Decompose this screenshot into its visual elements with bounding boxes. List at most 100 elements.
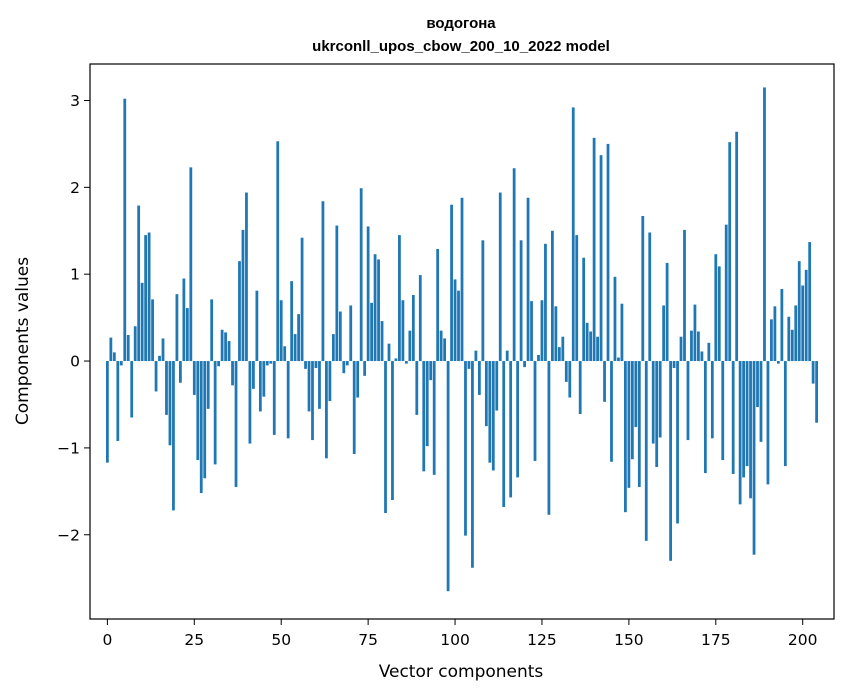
bar (335, 225, 339, 362)
bar (227, 341, 231, 362)
bar (700, 351, 704, 362)
bar (624, 361, 627, 513)
bar (630, 361, 634, 460)
bar (488, 361, 492, 463)
bar (401, 300, 405, 362)
y-tick-label: 0 (70, 353, 80, 371)
bar (606, 143, 610, 362)
bar (801, 285, 805, 362)
bar (196, 361, 200, 461)
bar (575, 235, 579, 362)
chart-title: водогона (426, 15, 496, 32)
bar (745, 361, 749, 467)
bar (283, 346, 287, 362)
x-tick-label: 175 (701, 631, 731, 649)
bar (366, 226, 370, 362)
bar (356, 361, 360, 398)
bar (130, 361, 134, 418)
bar (206, 361, 210, 409)
bar (262, 361, 266, 397)
bar (620, 303, 624, 362)
bar (311, 361, 314, 441)
bar (144, 235, 148, 362)
bar (658, 361, 662, 438)
bar (498, 192, 502, 362)
bar (112, 352, 116, 362)
bar (815, 361, 819, 423)
bar (797, 261, 801, 362)
bar (213, 361, 217, 465)
bar (203, 361, 207, 479)
bar (551, 230, 554, 362)
bar (453, 279, 457, 362)
bar (199, 361, 203, 494)
bar (547, 361, 551, 515)
bar (502, 361, 506, 507)
x-tick-label: 150 (614, 631, 644, 649)
bar (776, 361, 780, 364)
bar (411, 295, 415, 362)
bar (481, 240, 485, 362)
bar (137, 205, 141, 362)
bar (182, 278, 186, 362)
bar (450, 204, 453, 362)
bar (331, 334, 335, 362)
bar (464, 361, 467, 536)
bar (425, 361, 429, 447)
bar (662, 305, 666, 362)
bar (512, 168, 516, 362)
bar (359, 188, 363, 362)
bar (245, 192, 248, 362)
bar (158, 355, 161, 362)
bar (707, 342, 711, 362)
bar (140, 282, 144, 362)
bar (683, 229, 686, 362)
bar (610, 361, 613, 462)
plot-frame (89, 63, 835, 620)
bar (439, 330, 443, 362)
bar (710, 361, 714, 439)
bar (561, 336, 565, 362)
bar (380, 321, 384, 362)
bar (589, 331, 593, 362)
bar (443, 338, 447, 362)
bar (328, 361, 332, 401)
bar (279, 300, 283, 362)
bar (467, 361, 471, 369)
bar (269, 361, 273, 364)
bar (738, 361, 742, 505)
bar (686, 361, 690, 441)
bar (418, 275, 422, 362)
bar (495, 361, 499, 411)
bar (603, 361, 606, 402)
bar (387, 343, 391, 362)
bar (363, 361, 367, 376)
bar (446, 361, 450, 592)
bar (168, 361, 172, 446)
bar (384, 361, 387, 514)
bar (185, 308, 189, 362)
bar (742, 361, 745, 478)
bar (811, 361, 815, 384)
bar (516, 361, 520, 478)
bar (533, 361, 537, 461)
bar (474, 350, 478, 362)
bar (297, 314, 300, 362)
bar (325, 361, 328, 459)
bar (377, 259, 380, 362)
bar (116, 361, 120, 441)
x-tick-label: 100 (440, 631, 470, 649)
bar (290, 281, 294, 362)
bar (693, 304, 697, 362)
bar (300, 237, 304, 362)
bar (175, 294, 179, 362)
bar (752, 361, 756, 555)
y-axis-ticks: −2 −1 0 1 2 3 (57, 92, 90, 544)
bar (179, 361, 182, 383)
bar (491, 361, 495, 471)
bar (126, 334, 130, 362)
bar (669, 361, 672, 561)
bar (648, 232, 652, 362)
bar (248, 361, 252, 444)
bar (338, 311, 342, 362)
